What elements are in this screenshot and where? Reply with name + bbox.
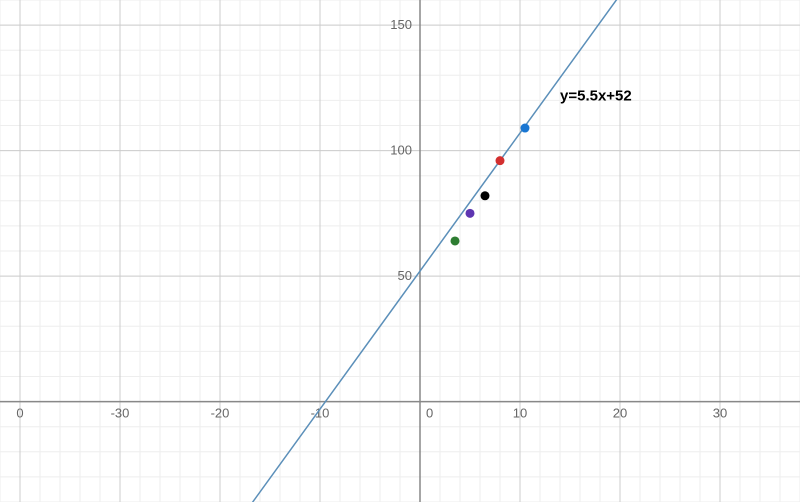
data-point [451, 236, 460, 245]
chart-container: 0-30-20-10010203050100150y=5.5x+52 [0, 0, 800, 502]
data-point [496, 156, 505, 165]
y-tick-label: 150 [390, 17, 412, 32]
data-point [521, 124, 530, 133]
equation-label: y=5.5x+52 [560, 87, 632, 104]
x-tick-label: 30 [713, 406, 727, 421]
chart-svg: 0-30-20-10010203050100150y=5.5x+52 [0, 0, 800, 502]
x-tick-label: 10 [513, 406, 527, 421]
data-point [481, 191, 490, 200]
y-tick-label: 100 [390, 143, 412, 158]
x-tick-label: 0 [426, 406, 433, 421]
x-tick-label: -20 [211, 406, 230, 421]
y-tick-label: 50 [398, 268, 412, 283]
x-tick-label: -30 [111, 406, 130, 421]
x-tick-label: 20 [613, 406, 627, 421]
data-point [466, 209, 475, 218]
x-tick-label: 0 [16, 406, 23, 421]
